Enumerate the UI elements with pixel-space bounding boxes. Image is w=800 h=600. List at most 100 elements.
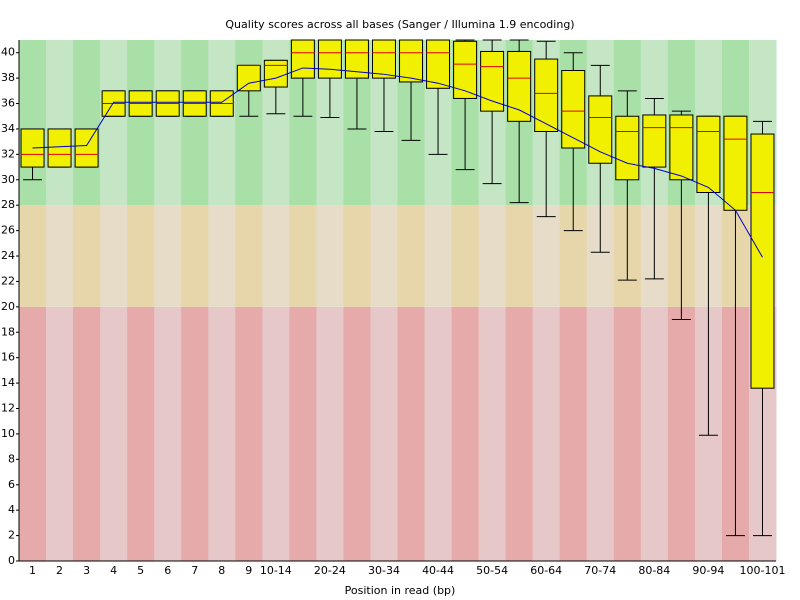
- x-axis-label: Position in read (bp): [345, 584, 456, 597]
- y-tick-label: 14: [1, 376, 15, 389]
- quality-zone: [100, 40, 128, 206]
- x-tick-label: 90-94: [692, 564, 724, 577]
- y-tick-label: 8: [8, 452, 15, 465]
- quality-zone: [73, 306, 101, 561]
- y-tick-label: 32: [1, 147, 15, 160]
- x-tick-label: 3: [83, 564, 90, 577]
- chart-title: Quality scores across all bases (Sanger …: [225, 18, 574, 31]
- x-tick-label: 10-14: [260, 564, 292, 577]
- quality-zone: [127, 40, 155, 206]
- quality-zone: [181, 40, 209, 206]
- x-tick-label: 5: [137, 564, 144, 577]
- mean-line: [32, 67, 763, 258]
- x-tick-label: 2: [56, 564, 63, 577]
- box: [236, 64, 261, 92]
- quality-zone: [100, 205, 128, 307]
- box: [480, 50, 505, 112]
- quality-zone: [424, 306, 453, 561]
- quality-zone: [181, 306, 209, 561]
- quality-zone: [154, 306, 182, 561]
- y-tick-label: 30: [1, 173, 15, 186]
- y-tick-label: 36: [1, 97, 15, 110]
- y-tick-label: 20: [1, 300, 15, 313]
- quality-zone: [586, 306, 615, 561]
- quality-zone: [613, 306, 642, 561]
- box: [426, 39, 451, 89]
- box: [750, 133, 775, 389]
- quality-zone: [532, 306, 561, 561]
- x-tick-label: 70-74: [584, 564, 616, 577]
- quality-zone: [262, 205, 290, 307]
- quality-zone: [424, 205, 453, 307]
- box: [263, 59, 288, 88]
- y-tick-label: 22: [1, 274, 15, 287]
- box: [453, 40, 478, 99]
- quality-zone: [127, 205, 155, 307]
- y-tick-label: 10: [1, 427, 15, 440]
- quality-zone: [154, 205, 182, 307]
- x-tick-label: 40-44: [422, 564, 454, 577]
- quality-zone: [559, 306, 588, 561]
- quality-zone: [397, 205, 426, 307]
- quality-zone: [73, 40, 101, 206]
- quality-zone: [208, 205, 236, 307]
- x-tick-label: 20-24: [314, 564, 346, 577]
- quality-zone: [397, 306, 426, 561]
- quality-zone: [208, 40, 236, 206]
- quality-zone: [73, 205, 101, 307]
- quality-zone: [235, 205, 263, 307]
- quality-zone: [370, 205, 398, 307]
- quality-zone: [505, 205, 534, 307]
- box: [47, 128, 72, 168]
- quality-zone: [19, 205, 47, 307]
- quality-zone: [154, 40, 182, 206]
- quality-zone: [478, 306, 507, 561]
- box: [290, 39, 315, 79]
- y-tick-label: 28: [1, 198, 15, 211]
- quality-zone: [667, 306, 696, 561]
- x-tick-label: 60-64: [530, 564, 562, 577]
- box: [588, 95, 613, 164]
- y-tick-label: 4: [8, 503, 15, 516]
- quality-zone: [505, 306, 534, 561]
- x-tick-label: 30-34: [368, 564, 400, 577]
- y-tick-label: 0: [8, 554, 15, 567]
- y-tick-label: 16: [1, 351, 15, 364]
- quality-zone: [19, 40, 47, 206]
- box: [507, 50, 532, 122]
- box: [615, 115, 640, 181]
- quality-zone: [640, 306, 669, 561]
- x-tick-label: 4: [110, 564, 117, 577]
- x-tick-label: 100-101: [739, 564, 785, 577]
- box: [317, 39, 342, 79]
- quality-zone: [343, 306, 371, 561]
- quality-zone: [46, 40, 74, 206]
- quality-zone: [100, 306, 128, 561]
- x-tick-label: 50-54: [476, 564, 508, 577]
- box: [642, 114, 667, 168]
- quality-zone: [208, 306, 236, 561]
- quality-zone: [451, 306, 480, 561]
- x-tick-label: 1: [29, 564, 36, 577]
- box: [723, 115, 748, 211]
- y-tick-label: 18: [1, 325, 15, 338]
- quality-zone: [316, 306, 344, 561]
- quality-zone: [343, 205, 371, 307]
- quality-zone: [478, 205, 507, 307]
- x-tick-label: 9: [245, 564, 252, 577]
- box: [669, 114, 694, 181]
- box: [696, 115, 721, 193]
- y-tick-label: 12: [1, 402, 15, 415]
- y-tick-label: 38: [1, 71, 15, 84]
- box: [399, 39, 424, 83]
- quality-zone: [19, 306, 47, 561]
- y-tick-label: 26: [1, 224, 15, 237]
- x-tick-label: 7: [191, 564, 198, 577]
- quality-zone: [235, 306, 263, 561]
- quality-zone: [289, 205, 317, 307]
- quality-zone: [235, 40, 263, 206]
- x-tick-label: 6: [164, 564, 171, 577]
- box: [561, 69, 586, 149]
- quality-zone: [46, 306, 74, 561]
